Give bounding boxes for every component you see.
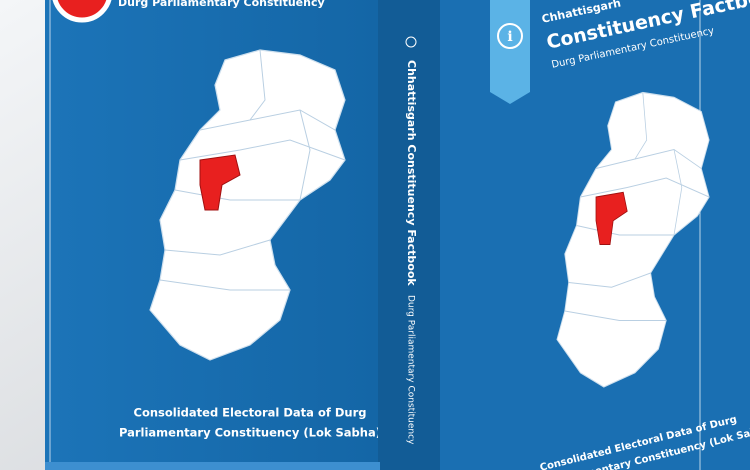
info-icon [497,23,523,49]
spine-title: Chhattisgarh Constituency Factbook [405,60,418,286]
front-description: Parliamentary Constituency (Lok Sabha) [119,426,381,440]
spine-icon [405,36,417,48]
logo [52,0,112,23]
ribbon [490,0,530,104]
info-icon: i [507,29,512,45]
spine [378,0,440,470]
cover-edge [45,462,380,470]
spine-subtitle: Durg Parliamentary Constituency [406,295,416,445]
front-description: Consolidated Electoral Data of Durg [134,406,367,420]
front-subtitle: Durg Parliamentary Constituency [118,0,325,9]
